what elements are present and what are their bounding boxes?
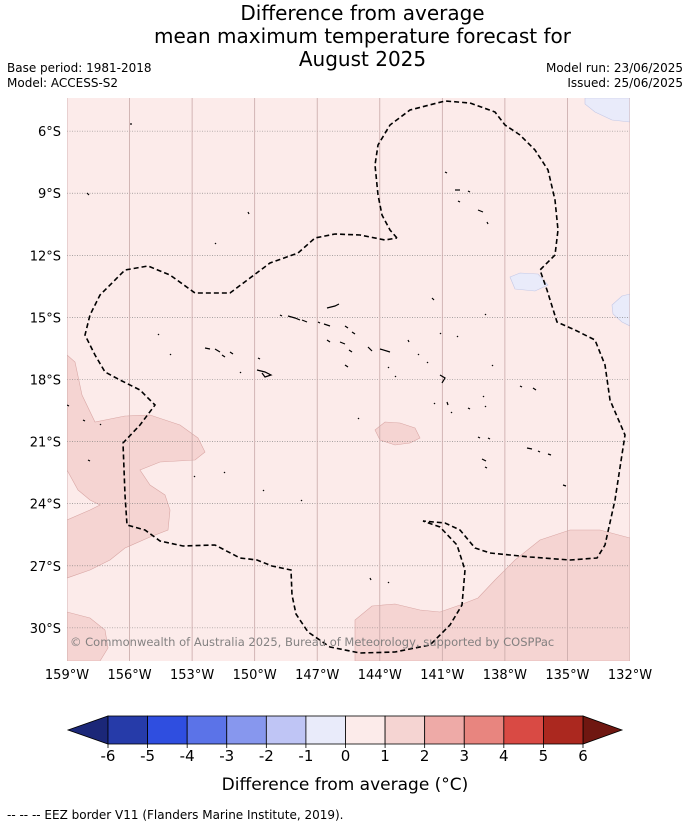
colorbar-tick-label: 0 [341, 747, 351, 765]
lon-tick-label: 159°W [45, 668, 89, 683]
lon-tick-label: 147°W [295, 668, 339, 683]
lat-tick-label: 27°S [30, 560, 61, 575]
eez-border [84, 100, 626, 654]
footer-note: -- -- -- EEZ border V11 (Flanders Marine… [7, 808, 344, 822]
cool-region-northeast [584, 98, 630, 123]
colorbar-tick-label: 2 [420, 747, 430, 765]
colorbar-segment [463, 715, 505, 745]
colorbar-tick-label: -5 [140, 747, 155, 765]
lon-tick-label: 132°W [608, 668, 652, 683]
colorbar-segment [147, 715, 188, 745]
colorbar-segment [107, 715, 148, 745]
model-run: Model run: 23/06/2025 [545, 61, 683, 75]
colorbar-tick-label: -6 [101, 747, 116, 765]
latitude-labels: 6°S 9°S 12°S 15°S 18°S 21°S 24°S 27°S 30°S [30, 125, 61, 637]
colorbar-tick-label: -3 [219, 747, 234, 765]
lat-tick-label: 9°S [38, 187, 61, 202]
base-period: Base period: 1981-2018 [7, 61, 152, 75]
colorbar-tick-label: 6 [578, 747, 588, 765]
lat-tick-label: 12°S [30, 249, 61, 264]
lon-tick-label: 150°W [233, 668, 277, 683]
lon-tick-label: 141°W [420, 668, 464, 683]
title-line-3: August 2025 [298, 47, 427, 71]
islands [67, 123, 567, 584]
graticule [67, 98, 630, 661]
map-area: © Commonwealth of Australia 2025, Bureau… [67, 98, 630, 661]
anomaly-region-south [354, 529, 630, 661]
colorbar-segment [424, 715, 465, 745]
lat-tick-label: 18°S [30, 374, 61, 389]
lon-tick-label: 135°W [545, 668, 589, 683]
colorbar-segment [265, 715, 307, 745]
title-line-1: Difference from average [240, 1, 485, 25]
colorbar-tick-label: 1 [380, 747, 390, 765]
map-title: Difference from average mean maximum tem… [0, 2, 690, 71]
cool-region-east [611, 293, 630, 327]
title-line-2: mean maximum temperature forecast for [153, 24, 571, 48]
lat-tick-label: 30°S [30, 622, 61, 637]
colorbar-segment [226, 715, 267, 745]
colorbar-segment [345, 715, 386, 745]
anomaly-region-southwest [67, 611, 109, 661]
colorbar-tick-label: 4 [499, 747, 509, 765]
lat-tick-label: 21°S [30, 436, 61, 451]
lat-tick-label: 6°S [38, 125, 61, 140]
colorbar-segment [305, 715, 346, 745]
model-name: Model: ACCESS-S2 [7, 76, 119, 90]
colorbar-segment [503, 715, 544, 745]
copyright-text: © Commonwealth of Australia 2025, Bureau… [70, 635, 554, 649]
meta-right: Model run: 23/06/2025 Issued: 25/06/2025 [546, 61, 683, 91]
cool-region-small [509, 272, 549, 292]
colorbar: -6 -5 -4 -3 -2 -1 0 1 2 3 4 5 6 [66, 715, 624, 765]
colorbar-tick-label: -4 [180, 747, 195, 765]
lat-tick-label: 24°S [30, 498, 61, 513]
lon-tick-label: 153°W [170, 668, 214, 683]
colorbar-segment [384, 715, 426, 745]
lat-tick-label: 15°S [30, 311, 61, 326]
colorbar-under-arrow [66, 715, 109, 745]
colorbar-tick-label: 3 [459, 747, 469, 765]
colorbar-segment [543, 715, 584, 745]
colorbar-segment [186, 715, 228, 745]
anomaly-region-west [67, 354, 206, 579]
issue-date: Issued: 25/06/2025 [567, 76, 683, 90]
colorbar-tick-label: -2 [259, 747, 274, 765]
colorbar-tick-label: -1 [298, 747, 313, 765]
colorbar-over-arrow [582, 715, 624, 745]
meta-left: Base period: 1981-2018 Model: ACCESS-S2 [7, 61, 152, 91]
lon-tick-label: 144°W [358, 668, 402, 683]
lon-tick-label: 156°W [107, 668, 151, 683]
longitude-labels: 159°W 156°W 153°W 150°W 147°W 144°W 141°W 138°W… [45, 668, 652, 683]
colorbar-label: Difference from average (°C) [222, 775, 469, 795]
colorbar-tick-label: 5 [539, 747, 549, 765]
lon-tick-label: 138°W [483, 668, 527, 683]
